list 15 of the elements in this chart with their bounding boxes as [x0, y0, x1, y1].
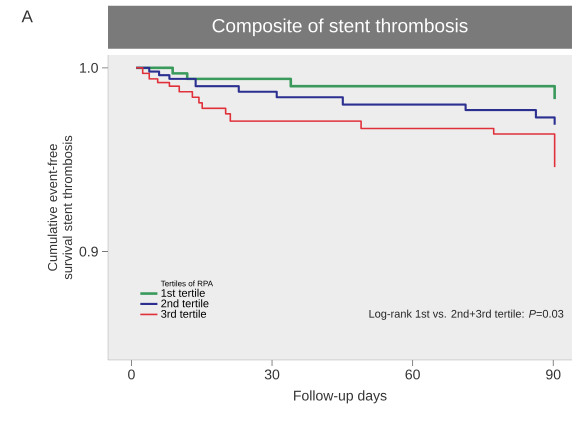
x-tick-label: 0 [128, 370, 135, 380]
text: A [22, 10, 33, 22]
x-tick-label: 30 [264, 370, 280, 380]
chart-title: Composite of stent thrombosis [212, 18, 468, 36]
x-tick-label: 90 [546, 370, 560, 380]
legend-title: Tertiles of RPA [160, 280, 214, 286]
y-tick-label: 1.0 [80, 62, 98, 73]
x-axis-title: Follow-up days [294, 390, 387, 404]
legend-label: 1st tertile [162, 288, 205, 297]
legend-label: 2nd tertile [161, 299, 209, 308]
annotation: Log-rank 1st vs. 2nd+3rd tertile: P=0.03 [369, 310, 564, 320]
legend-label: 3rd tertile [161, 310, 206, 318]
y-axis-title: Cumulative event-free survival stent thrombosis [48, 136, 72, 280]
x-tick-label: 60 [406, 370, 420, 380]
y-tick-label: 0.9 [80, 246, 98, 257]
